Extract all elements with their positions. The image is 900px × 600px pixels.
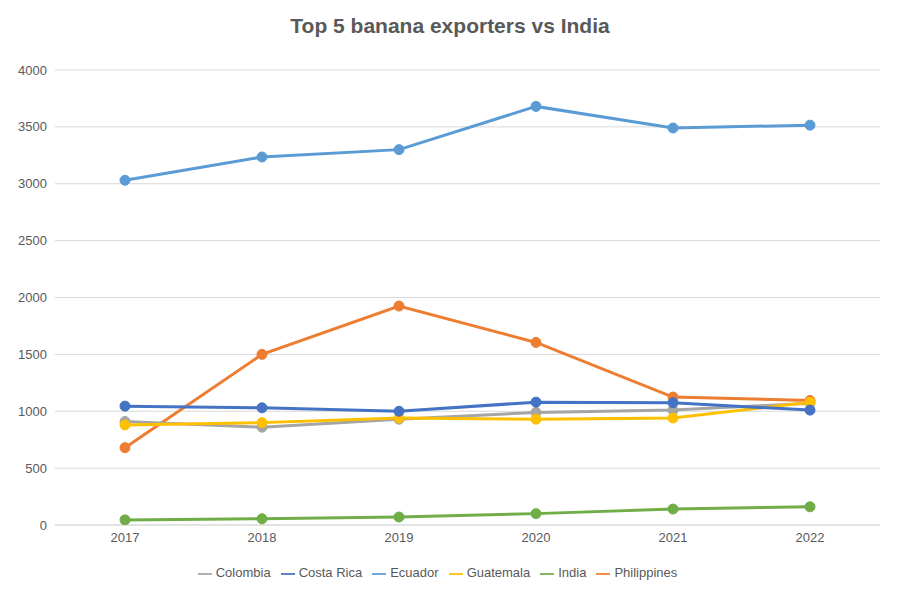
html-text:India: India bbox=[558, 565, 587, 580]
svg-text:0: 0 bbox=[40, 518, 47, 533]
svg-text:2018: 2018 bbox=[248, 530, 277, 545]
svg-text:1500: 1500 bbox=[18, 347, 47, 362]
svg-text:3000: 3000 bbox=[18, 176, 47, 191]
html-text:Colombia: Colombia bbox=[215, 565, 271, 580]
svg-text:3500: 3500 bbox=[18, 119, 47, 134]
svg-text:500: 500 bbox=[25, 461, 47, 476]
html-text:Guatemala: Guatemala bbox=[466, 565, 531, 580]
svg-text:1000: 1000 bbox=[18, 404, 47, 419]
html-text:Costa Rica: Costa Rica bbox=[298, 565, 363, 580]
html-text:Ecuador: Ecuador bbox=[390, 565, 439, 580]
svg-text:2019: 2019 bbox=[385, 530, 414, 545]
svg-text:2022: 2022 bbox=[796, 530, 825, 545]
svg-text:2021: 2021 bbox=[659, 530, 688, 545]
html-text:Philippines: Philippines bbox=[614, 565, 678, 580]
svg-text:2500: 2500 bbox=[18, 233, 47, 248]
svg-text:2000: 2000 bbox=[18, 290, 47, 305]
svg-text:4000: 4000 bbox=[18, 63, 47, 78]
svg-text:2020: 2020 bbox=[522, 530, 551, 545]
svg-text:2017: 2017 bbox=[111, 530, 140, 545]
html-text:Top 5 banana exporters vs Indi: Top 5 banana exporters vs India bbox=[290, 14, 610, 37]
